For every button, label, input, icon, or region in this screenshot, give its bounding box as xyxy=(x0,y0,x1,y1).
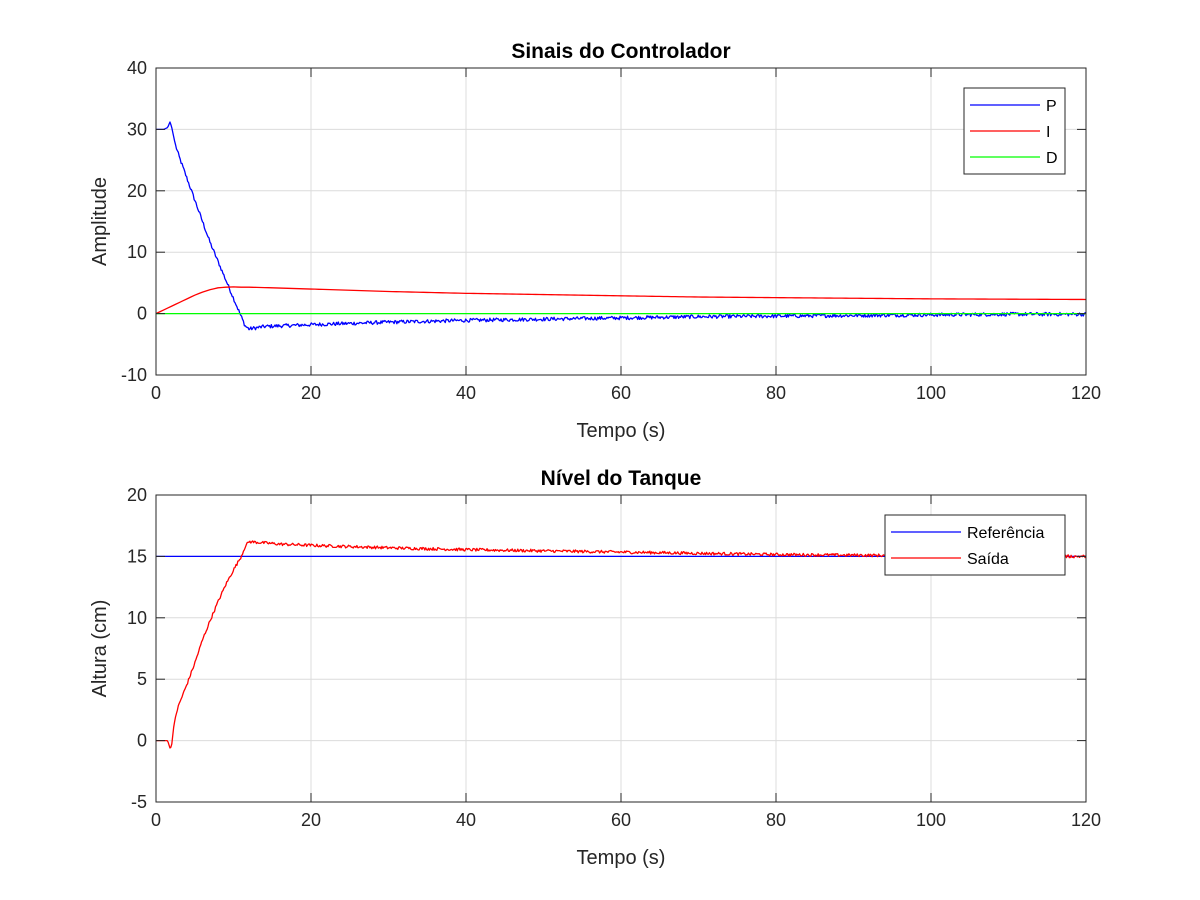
x-tick-label: 0 xyxy=(151,810,161,830)
x-tick-label: 80 xyxy=(766,383,786,403)
legend: PID xyxy=(963,87,1066,175)
legend-label: D xyxy=(1046,150,1058,167)
plot-area xyxy=(156,121,1086,331)
x-tick-label: 120 xyxy=(1071,383,1101,403)
x-axis-label: Tempo (s) xyxy=(577,847,666,869)
legend-label: I xyxy=(1046,124,1050,141)
chart-title: Sinais do Controlador xyxy=(511,40,730,63)
y-tick-label: -10 xyxy=(121,365,147,385)
y-tick-label: 5 xyxy=(137,669,147,689)
x-tick-label: 20 xyxy=(301,383,321,403)
x-tick-label: 40 xyxy=(456,810,476,830)
series-line-i xyxy=(156,286,1086,315)
y-tick-label: 20 xyxy=(127,181,147,201)
x-tick-label: 20 xyxy=(301,810,321,830)
y-tick-label: 10 xyxy=(127,242,147,262)
x-tick-label: 100 xyxy=(916,383,946,403)
x-tick-label: 120 xyxy=(1071,810,1101,830)
y-tick-label: -5 xyxy=(131,792,147,812)
legend: Referência Saída xyxy=(884,514,1066,576)
y-tick-label: 40 xyxy=(127,58,147,78)
x-tick-label: 80 xyxy=(766,810,786,830)
legend-label: P xyxy=(1046,98,1057,115)
chart-title: Nível do Tanque xyxy=(541,467,702,490)
x-tick-label: 60 xyxy=(611,810,631,830)
legend-label: Saída xyxy=(967,551,1009,568)
x-tick-label: 40 xyxy=(456,383,476,403)
legend-label: Referência xyxy=(967,525,1044,542)
x-tick-label: 0 xyxy=(151,383,161,403)
y-tick-label: 30 xyxy=(127,119,147,139)
y-axis-label: Amplitude xyxy=(89,177,111,266)
x-axis-label: Tempo (s) xyxy=(577,420,666,442)
x-tick-label: 100 xyxy=(916,810,946,830)
y-tick-label: 0 xyxy=(137,731,147,751)
y-tick-label: 10 xyxy=(127,608,147,628)
y-axis-label: Altura (cm) xyxy=(89,600,111,698)
legend-box xyxy=(884,514,1066,576)
y-tick-label: 15 xyxy=(127,546,147,566)
x-tick-label: 60 xyxy=(611,383,631,403)
y-tick-label: 20 xyxy=(127,485,147,505)
y-tick-label: 0 xyxy=(137,304,147,324)
